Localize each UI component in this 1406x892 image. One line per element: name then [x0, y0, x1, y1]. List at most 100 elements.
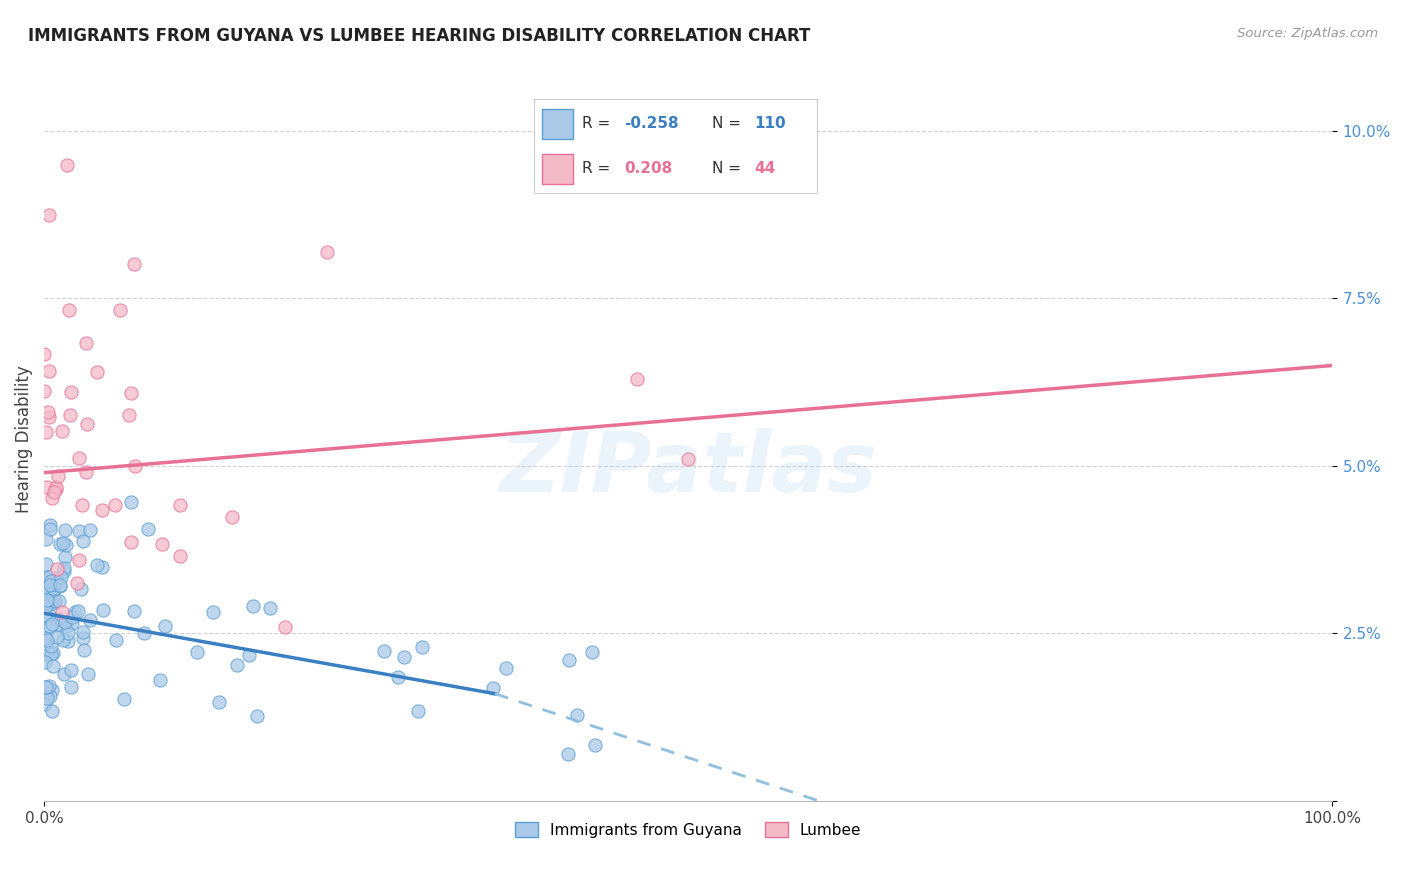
Point — [52, 667, 75, 681]
Point — [52, 560, 75, 574]
Point — [51, 606, 73, 620]
Point — [60, 610, 83, 624]
Point — [59, 663, 82, 677]
Point — [59, 680, 82, 694]
Point — [104, 498, 127, 512]
Point — [38, 409, 60, 424]
Point — [136, 522, 159, 536]
Point — [79, 614, 101, 628]
Point — [70, 582, 93, 597]
Point — [51, 424, 73, 438]
Point — [48, 594, 70, 608]
Point — [583, 738, 606, 752]
Point — [246, 709, 269, 723]
Point — [90, 503, 112, 517]
Point — [37, 611, 59, 625]
Point — [150, 537, 173, 551]
Point — [49, 579, 72, 593]
Point — [108, 303, 131, 318]
Point — [52, 536, 75, 550]
Point — [34, 596, 56, 610]
Point — [316, 244, 339, 259]
Point — [39, 574, 62, 589]
Point — [35, 680, 58, 694]
Point — [35, 557, 58, 571]
Point — [104, 633, 127, 648]
Point — [56, 633, 79, 648]
Point — [558, 652, 581, 666]
Point — [274, 620, 297, 634]
Point — [86, 366, 108, 380]
Point — [35, 480, 58, 494]
Point — [34, 697, 56, 711]
Point — [49, 537, 72, 551]
Point — [35, 633, 58, 648]
Point — [76, 667, 98, 681]
Point — [45, 574, 67, 589]
Point — [34, 532, 56, 546]
Point — [387, 670, 409, 684]
Point — [49, 570, 72, 584]
Point — [37, 593, 59, 607]
Point — [34, 347, 56, 361]
Text: IMMIGRANTS FROM GUYANA VS LUMBEE HEARING DISABILITY CORRELATION CHART: IMMIGRANTS FROM GUYANA VS LUMBEE HEARING… — [28, 27, 810, 45]
Point — [46, 469, 69, 483]
Point — [34, 655, 56, 669]
Point — [38, 619, 60, 633]
Point — [72, 625, 94, 640]
Point — [41, 594, 63, 608]
Point — [112, 691, 135, 706]
Point — [565, 708, 588, 723]
Point — [122, 604, 145, 618]
Point — [53, 523, 76, 537]
Point — [52, 633, 75, 648]
Point — [75, 335, 97, 350]
Point — [373, 644, 395, 658]
Point — [38, 689, 60, 703]
Point — [56, 157, 79, 171]
Point — [153, 618, 176, 632]
Point — [35, 574, 58, 589]
Point — [34, 607, 56, 622]
Point — [242, 599, 264, 613]
Point — [41, 683, 63, 698]
Point — [34, 631, 56, 645]
Point — [41, 491, 63, 505]
Point — [60, 616, 83, 631]
Point — [39, 647, 62, 661]
Point — [392, 650, 415, 665]
Point — [38, 593, 60, 607]
Point — [76, 417, 98, 431]
Point — [41, 704, 63, 718]
Point — [72, 631, 94, 645]
Point — [124, 458, 146, 473]
Point — [67, 524, 90, 539]
Point — [53, 564, 76, 578]
Point — [38, 679, 60, 693]
Point — [42, 584, 65, 599]
Point — [34, 632, 56, 646]
Point — [45, 571, 67, 585]
Text: ZIPatlas: ZIPatlas — [499, 427, 877, 508]
Point — [45, 480, 67, 494]
Point — [48, 577, 70, 591]
Point — [56, 626, 79, 640]
Point — [72, 498, 94, 512]
Point — [34, 384, 56, 398]
Point — [557, 747, 579, 761]
Point — [67, 450, 90, 465]
Point — [46, 630, 69, 644]
Point — [41, 590, 63, 604]
Point — [39, 640, 62, 654]
Point — [225, 657, 247, 672]
Point — [93, 603, 115, 617]
Point — [221, 510, 243, 524]
Point — [120, 386, 142, 401]
Point — [45, 482, 67, 496]
Point — [38, 581, 60, 595]
Point — [42, 646, 65, 660]
Point — [41, 616, 63, 631]
Point — [73, 643, 96, 657]
Point — [35, 648, 58, 662]
Point — [169, 549, 191, 563]
